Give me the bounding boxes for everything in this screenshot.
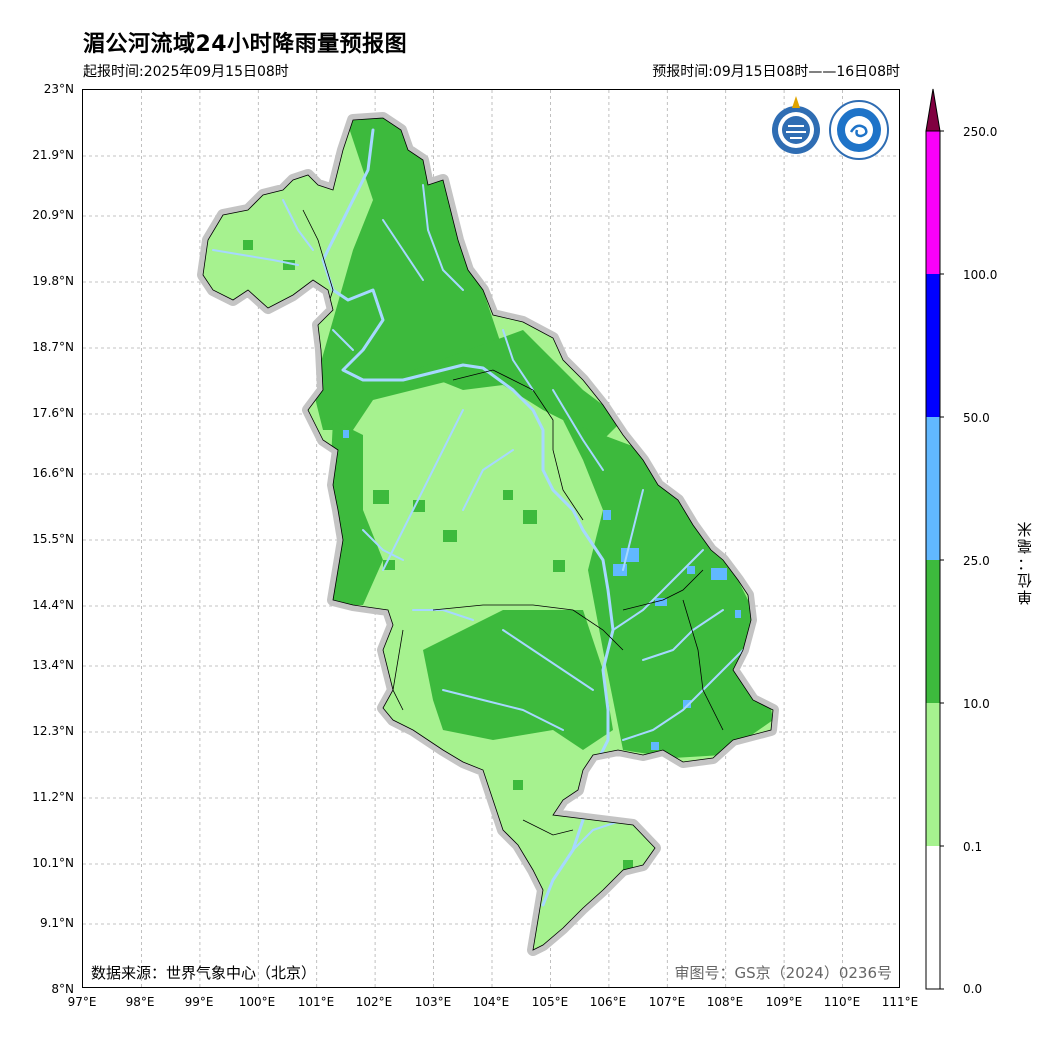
lon-tick: 101°E (297, 995, 335, 1009)
lat-tick: 9.1°N (39, 916, 74, 930)
lat-tick: 10.1°N (32, 856, 74, 870)
colorbar-tick: 0.0 (963, 982, 983, 996)
colorbar (925, 88, 944, 990)
wmo-logo-icon (772, 96, 820, 154)
lon-tick: 100°E (238, 995, 276, 1009)
basin-outline (202, 117, 774, 951)
map-title: 湄公河流域24小时降雨量预报图 (83, 32, 408, 57)
lon-tick: 104°E (472, 995, 510, 1009)
colorbar-band-100-250 (926, 131, 940, 274)
colorbar-band-25-50 (926, 417, 940, 560)
colorbar-tick: 10.0 (963, 697, 990, 711)
lat-tick: 15.5°N (32, 532, 74, 546)
lat-tick: 23°N (43, 82, 74, 96)
colorbar-tick: 0.1 (963, 840, 983, 854)
lon-tick: 102°E (355, 995, 393, 1009)
colorbar-tick: 25.0 (963, 554, 990, 568)
colorbar-band-0-0-1 (926, 846, 940, 989)
lat-tick: 20.9°N (32, 208, 74, 222)
river-network (212, 128, 744, 907)
lat-tick: 14.4°N (32, 598, 74, 612)
colorbar-tick: 50.0 (963, 411, 990, 425)
colorbar-band-50-100 (926, 274, 940, 417)
lon-tick: 109°E (765, 995, 803, 1009)
lat-tick: 18.7°N (32, 340, 74, 354)
lon-tick: 103°E (414, 995, 452, 1009)
colorbar-band-0-1-10 (926, 703, 940, 846)
lat-tick: 17.6°N (32, 406, 74, 420)
lat-tick: 8°N (51, 982, 74, 996)
lon-tick: 99°E (184, 995, 214, 1009)
lon-tick: 107°E (648, 995, 686, 1009)
valid-time: 预报时间:09月15日08时——16日08时 (652, 64, 900, 80)
lon-tick: 106°E (589, 995, 627, 1009)
lon-tick: 108°E (706, 995, 744, 1009)
lon-tick: 110°E (823, 995, 861, 1009)
colorbar-extend-arrow (925, 88, 941, 132)
data-source: 数据来源：世界气象中心（北京） (91, 964, 317, 982)
map-panel (82, 89, 900, 988)
lat-tick: 21.9°N (32, 148, 74, 162)
colorbar-unit: 单位：毫米 (1016, 520, 1034, 605)
lon-tick: 111°E (881, 995, 919, 1009)
lat-tick: 12.3°N (32, 724, 74, 738)
colorbar-band-10-25 (926, 560, 940, 703)
lon-tick: 105°E (531, 995, 569, 1009)
lon-tick: 98°E (125, 995, 155, 1009)
lat-tick: 16.6°N (32, 466, 74, 480)
lat-tick: 19.8°N (32, 274, 74, 288)
review-number: 审图号：GS京（2024）0236号 (674, 964, 893, 982)
lat-tick: 13.4°N (32, 658, 74, 672)
colorbar-tick: 100.0 (963, 268, 998, 282)
lon-tick: 97°E (67, 995, 97, 1009)
colorbar-tick: 250.0 (963, 125, 998, 139)
cma-logo-icon (829, 100, 889, 160)
issue-time: 起报时间:2025年09月15日08时 (83, 64, 289, 80)
lat-tick: 11.2°N (32, 790, 74, 804)
map-canvas (83, 90, 899, 987)
